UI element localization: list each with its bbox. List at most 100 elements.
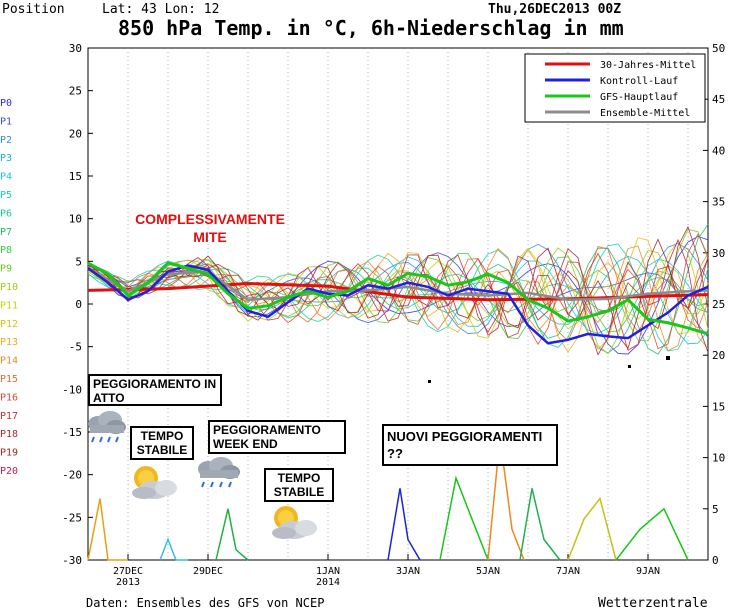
x-tick-label: 2014 bbox=[316, 577, 340, 588]
member-line bbox=[87, 235, 709, 355]
y2-tick-label: 15 bbox=[712, 400, 725, 413]
member-label: P7 bbox=[0, 227, 12, 238]
legend: 30-Jahres-Mittel Kontroll-Lauf GFS-Hauptla… bbox=[524, 53, 706, 123]
member-line bbox=[87, 255, 709, 345]
position-label: Position bbox=[2, 2, 65, 17]
member-label: P19 bbox=[0, 448, 18, 459]
precip-line bbox=[487, 437, 525, 561]
y-tick-label: -25 bbox=[62, 511, 82, 524]
y2-tick-label: 25 bbox=[712, 298, 725, 311]
marker-dot bbox=[628, 365, 631, 368]
rain-cloud-icon bbox=[198, 457, 240, 488]
y2-tick-label: 0 bbox=[712, 554, 719, 567]
x-tick-label: 1JAN bbox=[316, 566, 340, 577]
precip-line bbox=[387, 488, 421, 561]
legend-label: Kontroll-Lauf bbox=[600, 76, 678, 87]
member-label: P17 bbox=[0, 411, 18, 422]
member-label: P12 bbox=[0, 319, 18, 330]
member-label: P5 bbox=[0, 190, 12, 201]
y2-tick-label: 45 bbox=[712, 93, 725, 106]
precip-line bbox=[519, 488, 561, 561]
x-tick-label: 3JAN bbox=[396, 566, 420, 577]
headline-annotation: COMPLESSIVAMENTE MITE bbox=[135, 211, 285, 245]
y-tick-label: 15 bbox=[69, 170, 82, 183]
precip-line bbox=[159, 537, 188, 561]
y-tick-label: -10 bbox=[62, 383, 82, 396]
x-tick-label: 5JAN bbox=[476, 566, 500, 577]
axes: 302520151050-5-10-15-20-25-3050454035302… bbox=[62, 42, 725, 588]
y-tick-label: -20 bbox=[62, 469, 82, 482]
marker-dot bbox=[666, 356, 670, 360]
y-tick-label: -5 bbox=[69, 341, 82, 354]
brand: Wetterzentrale bbox=[598, 596, 708, 609]
lat-lon-label: Lat: 43 Lon: 12 bbox=[102, 2, 219, 17]
member-label: P13 bbox=[0, 337, 18, 348]
y-tick-label: 20 bbox=[69, 127, 82, 140]
y-tick-label: -30 bbox=[62, 554, 82, 567]
member-line bbox=[87, 228, 709, 342]
y-tick-label: 5 bbox=[75, 255, 82, 268]
legend-label: 30-Jahres-Mittel bbox=[600, 60, 696, 71]
member-label: P8 bbox=[0, 245, 12, 256]
member-label: P15 bbox=[0, 374, 18, 385]
sun-cloud-icon bbox=[272, 506, 317, 539]
chart-title: 850 hPa Temp. in °C, 6h-Niederschlag in … bbox=[118, 16, 624, 40]
y-tick-label: 25 bbox=[69, 85, 82, 98]
y-tick-label: 10 bbox=[69, 213, 82, 226]
member-label: P10 bbox=[0, 282, 18, 293]
run-date: Thu,26DEC2013 00Z bbox=[488, 2, 621, 17]
x-tick-label: 27DEC bbox=[113, 566, 143, 577]
data-source: Daten: Ensembles des GFS von NCEP bbox=[86, 596, 324, 609]
sun-cloud-icon bbox=[132, 466, 177, 499]
precipitation-series bbox=[87, 437, 689, 561]
series-line bbox=[87, 267, 709, 302]
y2-tick-label: 10 bbox=[712, 452, 725, 465]
series-line bbox=[87, 264, 709, 345]
main-series bbox=[87, 261, 709, 345]
member-label: P2 bbox=[0, 135, 12, 146]
member-line bbox=[87, 246, 709, 342]
precip-line bbox=[215, 508, 249, 561]
x-tick-label: 29DEC bbox=[193, 566, 223, 577]
annotation-box-3: PEGGIORAMENTO WEEK END bbox=[208, 420, 346, 454]
y2-tick-label: 35 bbox=[712, 196, 725, 209]
annotation-box-1: PEGGIORAMENTO IN ATTO bbox=[88, 374, 222, 406]
x-tick-label: 7JAN bbox=[556, 566, 580, 577]
y-tick-label: 30 bbox=[69, 42, 82, 55]
member-label: P3 bbox=[0, 153, 12, 164]
member-label: P9 bbox=[0, 264, 12, 275]
precip-line bbox=[87, 498, 128, 561]
annotation-box-4: TEMPO STABILE bbox=[264, 468, 334, 502]
series-line bbox=[87, 261, 709, 336]
member-label: P20 bbox=[0, 466, 18, 477]
member-label: P14 bbox=[0, 356, 18, 367]
precip-line bbox=[615, 507, 689, 561]
precip-line bbox=[439, 475, 489, 561]
y2-tick-label: 30 bbox=[712, 247, 725, 260]
y2-tick-label: 40 bbox=[712, 144, 725, 157]
member-line bbox=[87, 247, 709, 355]
y2-tick-label: 5 bbox=[712, 503, 719, 516]
x-tick-label: 2013 bbox=[116, 577, 140, 588]
marker-dot bbox=[428, 380, 431, 383]
y-tick-label: -15 bbox=[62, 426, 82, 439]
member-line bbox=[87, 240, 709, 339]
member-label: P11 bbox=[0, 300, 18, 311]
legend-label: GFS-Hauptlauf bbox=[600, 92, 678, 103]
member-label: P1 bbox=[0, 116, 12, 127]
x-tick-label: 9JAN bbox=[636, 566, 660, 577]
precip-line bbox=[567, 496, 617, 561]
annotation-box-5: NUOVI PEGGIORAMENTI ?? bbox=[382, 424, 558, 466]
annotation-box-2: TEMPO STABILE bbox=[130, 426, 194, 460]
member-label: P16 bbox=[0, 392, 18, 403]
legend-label: Ensemble-Mittel bbox=[600, 108, 690, 119]
y2-tick-label: 50 bbox=[712, 42, 725, 55]
member-label: P0 bbox=[0, 98, 12, 109]
y2-tick-label: 20 bbox=[712, 349, 725, 362]
member-list: P0 P1 P2 P3 P4 P5 P6 P7 P8 P9 P10 P11 P12 P13 P14 P15 P1… bbox=[0, 98, 18, 477]
member-label: P18 bbox=[0, 429, 18, 440]
member-label: P6 bbox=[0, 208, 12, 219]
member-label: P4 bbox=[0, 172, 12, 183]
rain-cloud-icon bbox=[88, 411, 126, 443]
